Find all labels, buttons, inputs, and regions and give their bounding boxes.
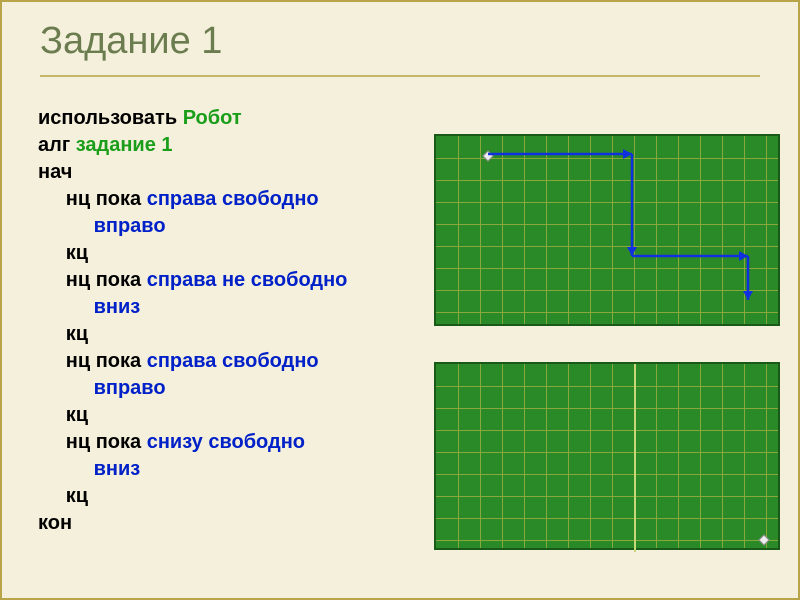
- kw-while4: нц пока: [38, 431, 147, 453]
- grid-diagram-2: [434, 362, 780, 550]
- kw-alg: алг: [38, 134, 76, 156]
- cmd2: вниз: [38, 296, 140, 318]
- kw-use: использовать: [38, 107, 183, 129]
- page-title: Задание 1: [40, 20, 798, 63]
- kw-kon: кон: [38, 512, 72, 534]
- cmd3: вправо: [38, 377, 166, 399]
- kw-while3: нц пока: [38, 350, 147, 372]
- cond3: справа свободно: [147, 350, 319, 372]
- kw-end3: кц: [38, 404, 88, 426]
- kw-robot: Робот: [183, 107, 242, 129]
- wall-line: [634, 364, 636, 552]
- grid-diagram-1: [434, 134, 780, 326]
- cmd4: вниз: [38, 458, 140, 480]
- kw-while2: нц пока: [38, 269, 147, 291]
- alg-name: задание 1: [76, 134, 173, 156]
- kw-end4: кц: [38, 485, 88, 507]
- kw-end1: кц: [38, 242, 88, 264]
- kw-begin: нач: [38, 161, 72, 183]
- cond1: справа свободно: [147, 188, 319, 210]
- cmd1: вправо: [38, 215, 166, 237]
- code-block: использовать Робот алг задание 1 нач нц …: [38, 105, 418, 537]
- kw-end2: кц: [38, 323, 88, 345]
- kw-while1: нц пока: [38, 188, 147, 210]
- cond2: справа не свободно: [147, 269, 348, 291]
- cond4: снизу свободно: [147, 431, 305, 453]
